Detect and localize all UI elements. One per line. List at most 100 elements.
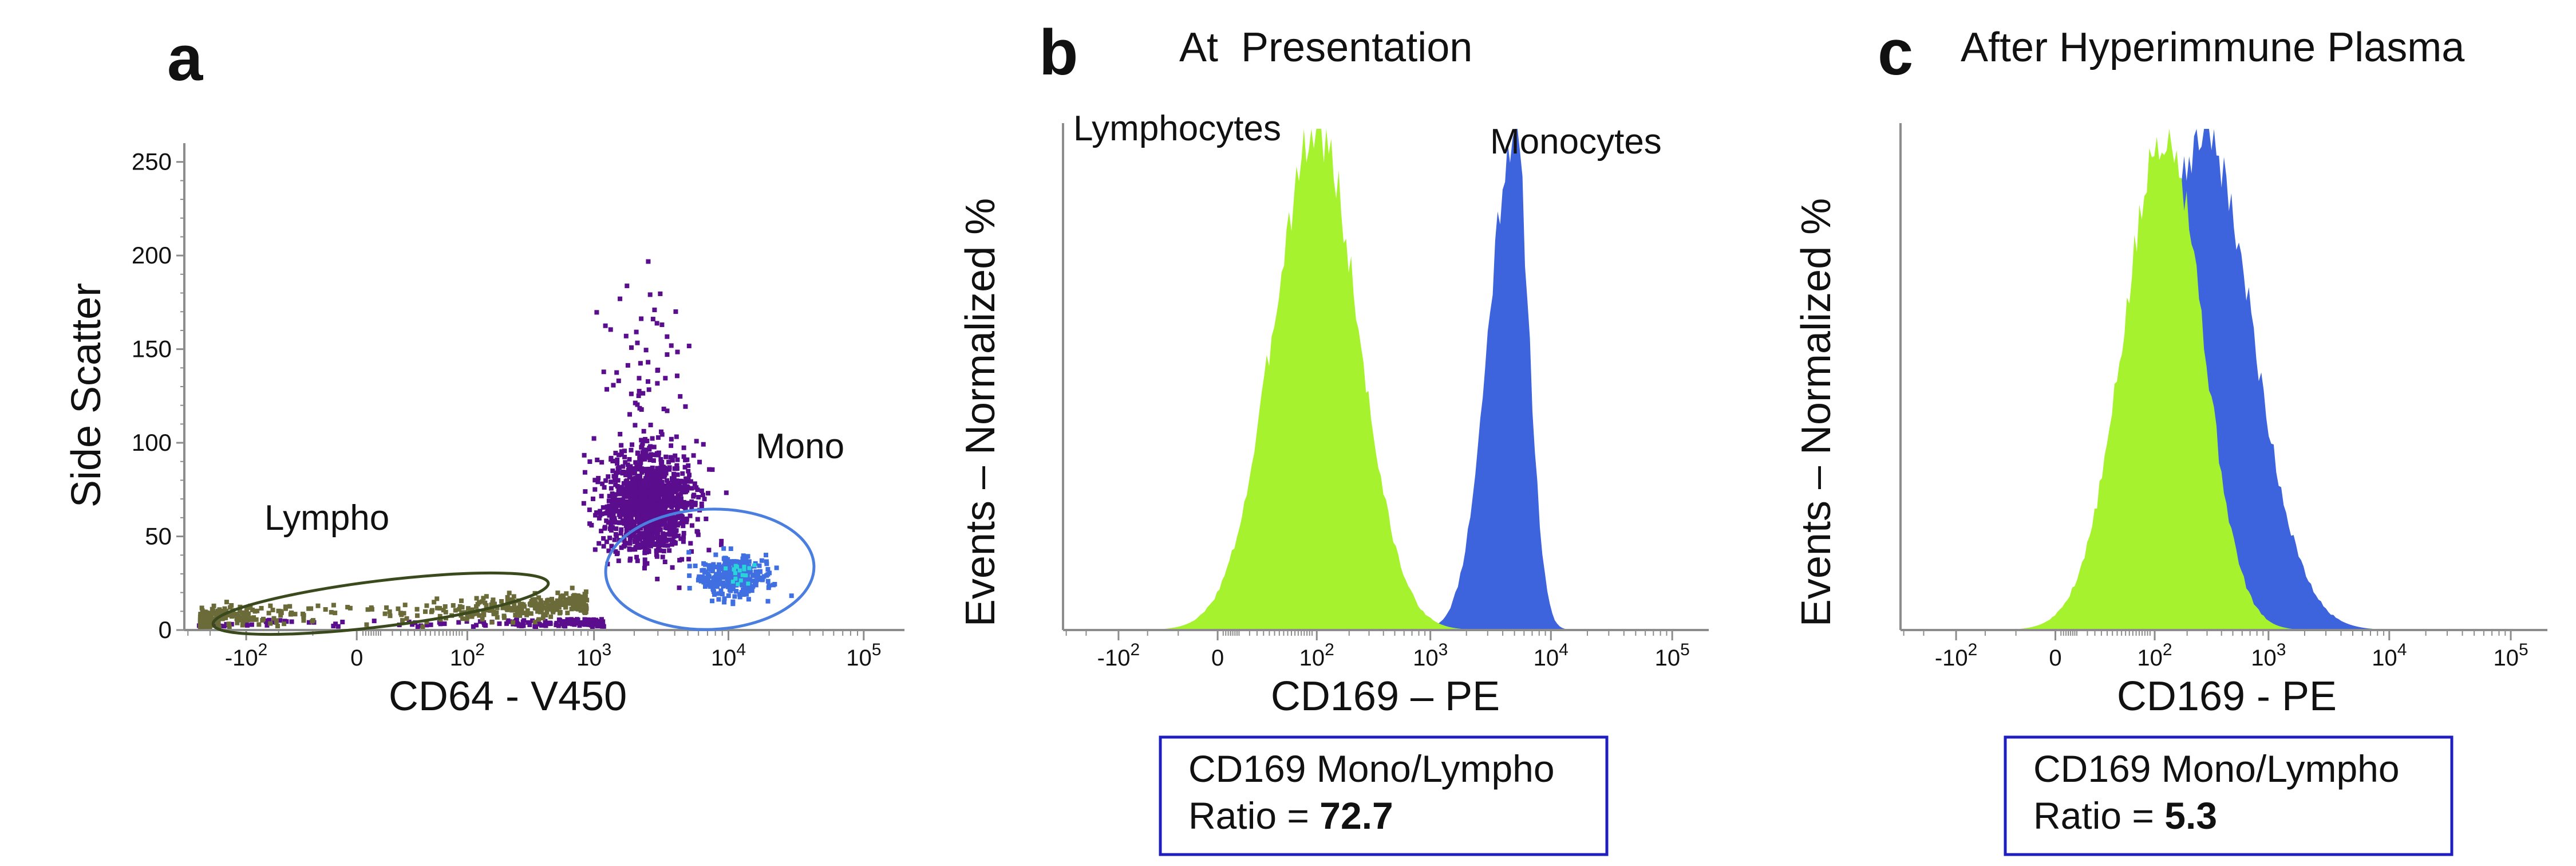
purple-population-point [648, 423, 653, 428]
purple-population-point [606, 474, 611, 479]
lympho-population-point [532, 605, 538, 611]
lympho-population-point [365, 607, 370, 612]
lympho-population-point [275, 624, 280, 629]
lympho-population-point [490, 600, 495, 605]
panel-c-x-tick-label: 104 [2372, 640, 2407, 671]
mono-population-point [724, 573, 729, 578]
mono-population-point [714, 574, 720, 579]
purple-population-point [606, 498, 611, 503]
lympho-population-point [199, 622, 204, 627]
panel-c-x-tick-label: 103 [2251, 640, 2286, 671]
mono-population-point [734, 559, 739, 564]
purple-population-point [606, 520, 611, 525]
purple-population-point [634, 554, 639, 560]
purple-population-point [655, 473, 660, 478]
panel-b-ratio-box [1159, 735, 1609, 856]
purple-population-point [627, 466, 632, 471]
purple-population-point [586, 622, 591, 627]
purple-population-point [677, 487, 682, 492]
purple-population-point [627, 412, 633, 417]
purple-population-point [605, 510, 610, 515]
purple-population-point [705, 491, 710, 496]
lympho-population-point [210, 607, 215, 612]
purple-population-point [667, 548, 672, 553]
purple-population-point [623, 333, 629, 338]
lympho-population-point [510, 606, 515, 611]
purple-population-point [639, 316, 644, 321]
purple-population-point [289, 619, 294, 624]
purple-population-point [617, 512, 622, 517]
mono-population-point [713, 564, 718, 569]
mono-population-point [747, 566, 752, 570]
lympho-population-point [301, 618, 306, 623]
purple-population-point [681, 530, 686, 536]
purple-population-point [599, 529, 604, 534]
mono-population-point [732, 567, 736, 572]
purple-population-point [568, 620, 574, 625]
lympho-population-point [553, 604, 558, 609]
purple-population-point [675, 513, 680, 518]
purple-population-point [657, 537, 662, 542]
purple-population-point [626, 492, 631, 497]
purple-population-point [603, 478, 609, 483]
purple-population-point [724, 490, 729, 495]
lympho-population-point [570, 585, 575, 591]
mono-population-point [727, 587, 732, 592]
purple-population-point [606, 548, 611, 553]
mono-population-point [729, 573, 734, 578]
panel-a: a Side Scatter CD64 - V450 Lympho Mono -… [64, 22, 904, 719]
lympho-population-point [546, 605, 551, 610]
purple-population-point [639, 467, 645, 473]
purple-population-point [682, 482, 688, 487]
purple-population-point [663, 467, 668, 473]
panel-a-letter: a [167, 22, 203, 94]
purple-population-point [658, 504, 663, 509]
panel-a-ylabel: Side Scatter [64, 283, 109, 507]
panel-c-ratio-value: 5.3 [2164, 794, 2217, 837]
purple-population-point [616, 452, 621, 458]
panel-c-ratio-line1: CD169 Mono/Lympho [2033, 747, 2400, 790]
purple-population-point [638, 526, 643, 531]
lympho-population-point [548, 614, 554, 619]
purple-population-point [428, 622, 433, 627]
purple-population-point [590, 623, 595, 628]
mono-population-point [756, 572, 761, 577]
purple-population-point [646, 483, 651, 489]
lympho-population-point [206, 620, 211, 625]
lympho-population-point [535, 603, 540, 608]
purple-population-point [424, 623, 429, 628]
lympho-population-point [513, 606, 518, 611]
purple-population-point [663, 538, 669, 544]
lympho-population-point [488, 608, 493, 613]
mono-population-point [687, 564, 692, 569]
purple-population-point [637, 545, 642, 550]
panel-a-x-tick-label: 104 [711, 640, 746, 671]
mono-population-point [721, 572, 726, 577]
mono-population-point [693, 563, 698, 568]
mono-population-point [709, 584, 714, 589]
lympho-population-point [274, 618, 279, 623]
purple-population-point [646, 259, 651, 264]
purple-population-point [601, 544, 606, 549]
purple-population-point [696, 495, 701, 500]
purple-population-point [618, 503, 623, 508]
purple-population-point [660, 554, 665, 560]
purple-population-point [582, 452, 587, 458]
mono-population-point [722, 596, 727, 601]
panel-a-lympho-label: Lympho [264, 498, 389, 538]
lympho-population-point [473, 611, 478, 616]
purple-population-point [694, 439, 699, 444]
purple-population-point [629, 345, 634, 350]
purple-population-point [667, 529, 672, 534]
purple-population-point [520, 619, 526, 624]
mono-population-point [712, 592, 717, 597]
purple-population-point [659, 432, 665, 437]
purple-population-point [636, 393, 641, 399]
purple-population-point [706, 548, 712, 553]
panel-c-x-tick-label: 0 [2049, 645, 2061, 671]
purple-population-point [697, 459, 702, 465]
purple-population-point [624, 529, 629, 534]
purple-population-point [673, 533, 678, 538]
lympho-population-point [250, 607, 255, 612]
lympho-population-point [565, 611, 570, 616]
